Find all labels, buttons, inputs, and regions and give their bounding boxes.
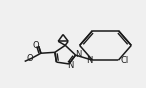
Text: O: O — [32, 41, 39, 50]
Text: O: O — [26, 54, 33, 63]
Text: Cl: Cl — [120, 56, 129, 65]
Text: N: N — [68, 61, 74, 70]
Text: N: N — [86, 56, 93, 65]
Text: N: N — [75, 50, 81, 59]
